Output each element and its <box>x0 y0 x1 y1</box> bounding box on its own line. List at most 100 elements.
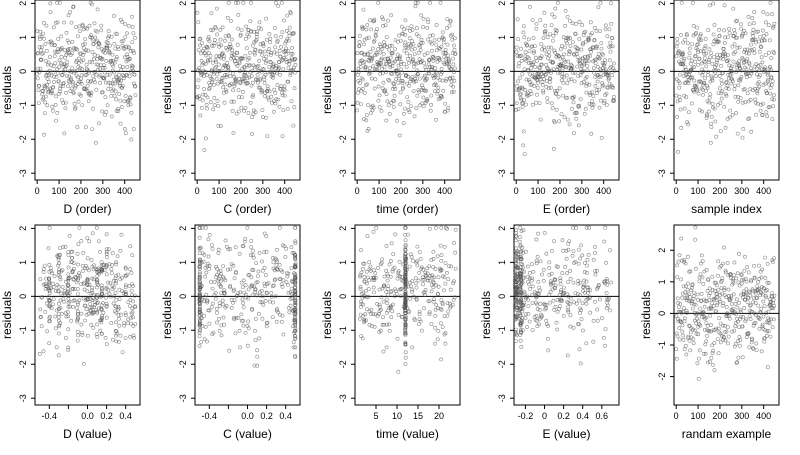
data-point <box>49 89 54 94</box>
data-point <box>605 34 610 39</box>
data-point <box>412 114 417 119</box>
data-point <box>771 317 776 322</box>
data-point <box>250 252 255 257</box>
data-point <box>532 315 537 319</box>
data-point <box>693 225 698 230</box>
data-point <box>293 57 298 61</box>
data-point <box>564 248 569 253</box>
data-point <box>215 32 220 37</box>
data-point <box>710 343 715 348</box>
data-point <box>123 311 128 316</box>
data-point <box>520 268 525 273</box>
data-point <box>737 65 742 70</box>
data-point <box>69 70 74 74</box>
data-point <box>52 74 57 79</box>
data-point <box>682 56 687 61</box>
data-point <box>413 276 418 281</box>
data-point <box>729 71 734 76</box>
data-point <box>516 64 521 69</box>
data-point <box>568 296 573 301</box>
data-point <box>117 323 122 328</box>
data-point <box>56 257 61 262</box>
data-point <box>603 27 608 32</box>
data-point <box>127 56 132 61</box>
data-point <box>441 50 446 55</box>
data-point <box>452 48 457 52</box>
data-point <box>602 101 607 106</box>
data-point <box>549 271 554 276</box>
data-point <box>129 110 134 115</box>
data-point <box>104 110 109 114</box>
data-point <box>208 74 213 79</box>
data-point <box>104 59 109 63</box>
data-point <box>413 281 418 286</box>
data-point <box>378 50 383 55</box>
data-point <box>235 51 240 55</box>
data-point <box>217 301 222 306</box>
data-point <box>264 58 269 63</box>
data-point <box>449 90 454 95</box>
data-point <box>701 281 706 286</box>
data-point <box>683 65 688 70</box>
data-point <box>763 65 767 70</box>
data-point <box>411 64 416 69</box>
data-point <box>423 293 427 297</box>
data-point <box>88 93 93 98</box>
data-point <box>514 297 519 302</box>
data-point <box>113 290 118 295</box>
data-point <box>589 131 594 136</box>
data-point <box>607 27 612 32</box>
data-point <box>58 277 63 282</box>
data-point <box>707 100 712 105</box>
data-point <box>207 232 212 237</box>
data-point <box>598 29 602 34</box>
data-point <box>239 28 244 33</box>
data-point <box>206 35 211 39</box>
data-point <box>50 40 55 45</box>
data-point <box>428 108 433 113</box>
data-point <box>85 296 90 301</box>
data-point <box>757 80 761 85</box>
data-point <box>44 276 48 281</box>
data-point <box>588 54 593 58</box>
data-point <box>552 239 557 244</box>
data-point <box>70 80 75 84</box>
data-point <box>708 140 713 145</box>
data-point <box>539 54 544 59</box>
data-point <box>593 272 598 277</box>
data-point <box>705 85 710 90</box>
data-point <box>381 80 386 85</box>
data-point <box>248 253 253 258</box>
data-point <box>366 126 371 131</box>
data-point <box>674 44 679 49</box>
data-point <box>401 62 406 66</box>
data-point <box>765 365 770 370</box>
data-point <box>684 308 689 313</box>
data-point <box>676 51 681 56</box>
data-point <box>739 273 744 278</box>
data-point <box>114 55 119 59</box>
data-point <box>758 73 762 78</box>
data-point <box>681 337 686 342</box>
data-point <box>676 259 681 264</box>
data-point <box>130 253 135 258</box>
data-point <box>407 53 412 58</box>
data-point <box>695 297 700 302</box>
x-tick-label: 20 <box>434 411 444 421</box>
data-point <box>527 270 532 275</box>
y-tick-label: -2 <box>497 360 507 368</box>
data-point <box>56 37 61 42</box>
data-point <box>715 52 720 57</box>
data-point <box>587 93 592 97</box>
data-point <box>104 272 109 277</box>
data-point <box>243 106 248 111</box>
data-point <box>371 268 376 273</box>
data-point <box>95 296 99 300</box>
data-point <box>372 275 377 280</box>
data-point <box>375 67 380 72</box>
data-point <box>732 31 737 36</box>
data-point <box>291 31 296 35</box>
data-point <box>597 74 601 79</box>
data-point <box>583 290 587 295</box>
data-point <box>516 79 520 84</box>
